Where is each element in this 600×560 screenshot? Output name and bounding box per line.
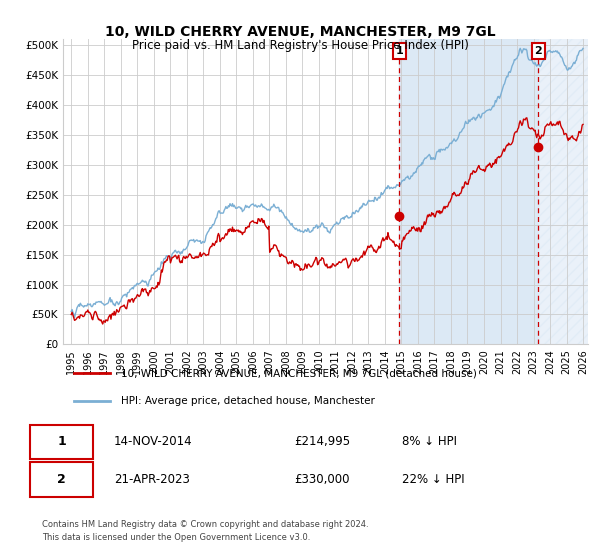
Bar: [399, 39, 538, 344]
Text: £330,000: £330,000: [294, 473, 349, 486]
Text: 10, WILD CHERRY AVENUE, MANCHESTER, M9 7GL (detached house): 10, WILD CHERRY AVENUE, MANCHESTER, M9 7…: [121, 368, 476, 378]
FancyBboxPatch shape: [30, 424, 93, 459]
FancyBboxPatch shape: [30, 462, 93, 497]
Text: HPI: Average price, detached house, Manchester: HPI: Average price, detached house, Manc…: [121, 396, 374, 406]
Text: Contains HM Land Registry data © Crown copyright and database right 2024.: Contains HM Land Registry data © Crown c…: [42, 520, 368, 529]
Text: This data is licensed under the Open Government Licence v3.0.: This data is licensed under the Open Gov…: [42, 533, 310, 542]
Text: 21-APR-2023: 21-APR-2023: [114, 473, 190, 486]
Text: 14-NOV-2014: 14-NOV-2014: [114, 435, 193, 449]
Text: Price paid vs. HM Land Registry's House Price Index (HPI): Price paid vs. HM Land Registry's House …: [131, 39, 469, 52]
Text: 2: 2: [535, 46, 542, 56]
Text: £214,995: £214,995: [294, 435, 350, 449]
Text: 1: 1: [57, 435, 66, 449]
Text: 1: 1: [395, 46, 403, 56]
Text: 2: 2: [57, 473, 66, 486]
Text: 22% ↓ HPI: 22% ↓ HPI: [402, 473, 464, 486]
Text: 8% ↓ HPI: 8% ↓ HPI: [402, 435, 457, 449]
Bar: [538, 39, 600, 344]
Text: 10, WILD CHERRY AVENUE, MANCHESTER, M9 7GL: 10, WILD CHERRY AVENUE, MANCHESTER, M9 7…: [104, 25, 496, 39]
